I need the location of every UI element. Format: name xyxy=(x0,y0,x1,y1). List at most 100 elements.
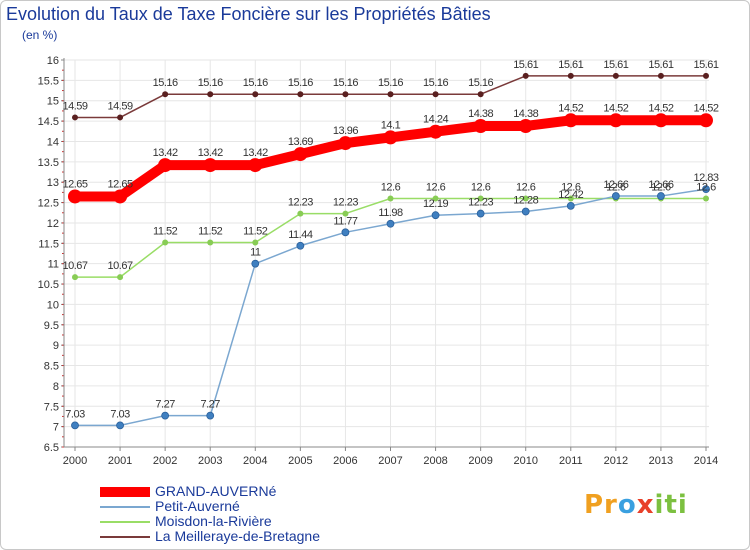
y-tick-label: 7 xyxy=(53,422,59,434)
data-label: 13.42 xyxy=(243,147,268,159)
data-point xyxy=(432,195,439,202)
data-label: 12.6 xyxy=(381,182,401,194)
data-label: 13.69 xyxy=(288,136,313,148)
data-label: 11.52 xyxy=(243,226,268,238)
data-label: 14.59 xyxy=(62,100,87,112)
data-label: 12.6 xyxy=(471,182,491,194)
data-label: 15.16 xyxy=(378,77,403,89)
data-point xyxy=(387,195,394,202)
data-point xyxy=(68,189,82,204)
data-point xyxy=(699,113,713,128)
data-point xyxy=(522,195,529,202)
data-point xyxy=(162,91,169,98)
y-tick-label: 12.5 xyxy=(38,198,59,210)
data-label: 14.1 xyxy=(381,119,401,131)
data-label: 15.16 xyxy=(423,77,448,89)
data-label: 12.6 xyxy=(651,182,671,194)
x-tick-label: 2003 xyxy=(198,455,222,467)
x-tick-label: 2005 xyxy=(288,455,312,467)
data-point xyxy=(702,185,710,194)
data-label: 10.67 xyxy=(62,260,87,272)
data-label: 14.52 xyxy=(648,102,673,114)
data-point xyxy=(248,158,263,173)
data-label: 14.52 xyxy=(603,102,628,114)
y-tick-label: 13 xyxy=(47,177,59,189)
chart-title: Evolution du Taux de Taxe Foncière sur l… xyxy=(6,4,491,24)
data-label: 15.61 xyxy=(693,59,718,71)
data-label: 12.83 xyxy=(693,172,718,184)
data-label: 12.23 xyxy=(288,197,313,209)
data-point xyxy=(477,195,484,202)
data-label: 11.44 xyxy=(288,229,313,241)
x-tick-label: 2006 xyxy=(333,455,357,467)
data-point xyxy=(117,274,124,281)
y-tick-label: 11 xyxy=(48,259,59,271)
x-tick-label: 2008 xyxy=(423,455,447,467)
data-label: 12.6 xyxy=(516,182,536,194)
data-label: 11.98 xyxy=(378,207,403,219)
data-point xyxy=(563,113,578,128)
x-tick-label: 2009 xyxy=(468,455,492,467)
data-label: 7.27 xyxy=(155,399,175,411)
legend-label: Petit-Auverné xyxy=(155,498,240,514)
data-point xyxy=(611,192,620,200)
y-tick-label: 8.5 xyxy=(44,361,59,373)
data-point xyxy=(703,195,709,202)
x-tick-label: 2013 xyxy=(649,455,673,467)
data-point xyxy=(567,195,574,202)
data-point xyxy=(657,192,665,200)
data-label: 15.16 xyxy=(198,77,223,89)
data-point xyxy=(387,91,394,98)
data-point xyxy=(432,91,439,98)
data-point xyxy=(297,210,304,217)
data-label: 12.28 xyxy=(513,195,538,207)
data-point xyxy=(116,421,124,430)
data-point xyxy=(251,259,260,268)
data-point xyxy=(71,421,79,430)
data-label: 12.66 xyxy=(648,179,673,191)
data-label: 11.77 xyxy=(333,215,358,227)
data-point xyxy=(476,209,485,218)
data-label: 14.59 xyxy=(108,100,133,112)
x-tick-label: 2012 xyxy=(604,455,628,467)
data-label: 12.65 xyxy=(62,178,87,190)
data-label: 7.27 xyxy=(201,399,221,411)
data-point xyxy=(162,239,169,246)
data-point xyxy=(567,72,574,79)
x-tick-label: 2011 xyxy=(559,455,583,467)
y-tick-label: 16 xyxy=(47,55,59,67)
data-label: 12.6 xyxy=(606,182,626,194)
data-label: 15.16 xyxy=(243,77,268,89)
legend-label: Moisdon-la-Rivière xyxy=(155,513,272,529)
data-point xyxy=(518,118,533,133)
data-point xyxy=(203,158,218,173)
data-point xyxy=(521,207,530,216)
data-label: 12.19 xyxy=(423,198,448,210)
data-label: 11 xyxy=(250,247,261,259)
x-tick-label: 2014 xyxy=(694,455,718,467)
y-tick-label: 10.5 xyxy=(38,279,59,291)
data-point xyxy=(342,91,349,98)
y-tick-label: 15 xyxy=(47,96,59,108)
x-tick-label: 2010 xyxy=(513,455,537,467)
data-point xyxy=(431,211,440,220)
x-tick-label: 2002 xyxy=(153,455,177,467)
x-tick-label: 2004 xyxy=(243,455,267,467)
data-label: 12.6 xyxy=(696,182,716,194)
data-point xyxy=(383,130,398,145)
data-label: 15.61 xyxy=(558,59,583,71)
data-point xyxy=(338,136,353,151)
proxiti-logo: Proxiti xyxy=(584,490,688,520)
legend-label: GRAND-AUVERNé xyxy=(155,483,277,499)
y-tick-label: 7.5 xyxy=(44,401,59,413)
data-label: 15.61 xyxy=(603,59,628,71)
data-point xyxy=(252,239,259,246)
data-label: 14.52 xyxy=(693,102,718,114)
data-label: 12.42 xyxy=(558,189,583,201)
data-point xyxy=(72,114,78,121)
data-point xyxy=(206,411,215,420)
data-label: 12.66 xyxy=(603,179,628,191)
y-tick-label: 6.5 xyxy=(44,442,59,454)
y-tick-label: 14 xyxy=(47,136,59,148)
